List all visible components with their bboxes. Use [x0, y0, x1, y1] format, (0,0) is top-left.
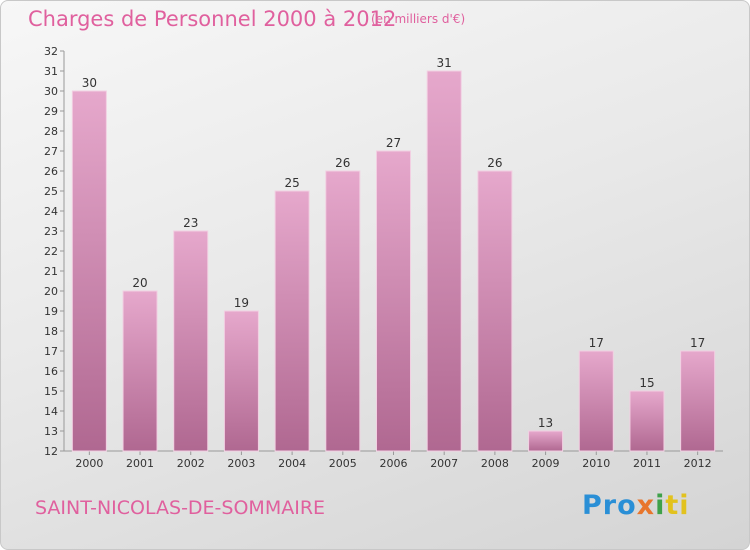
bar-2007 [426, 70, 462, 452]
bar-layer [71, 70, 716, 452]
x-tick-label-2003: 2003 [227, 457, 255, 470]
logo-part-2: x [636, 490, 656, 521]
commune-name: SAINT-NICOLAS-DE-SOMMAIRE [35, 497, 326, 519]
y-tick-label: 28 [44, 125, 58, 138]
x-tick-label-2012: 2012 [684, 457, 712, 470]
x-tick-label-2008: 2008 [481, 457, 509, 470]
logo-part-1: Pro [582, 490, 637, 521]
y-tick-label: 25 [44, 185, 58, 198]
y-tick-label: 23 [44, 225, 58, 238]
bar-2012 [680, 350, 716, 452]
value-label-2000: 30 [82, 76, 97, 90]
value-label-2010: 17 [589, 336, 604, 350]
y-tick-label: 19 [44, 305, 58, 318]
label-layer: 30 2000 20 2001 23 2002 19 2003 25 2004 26 2005 27 20… [75, 56, 711, 470]
y-tick-label: 21 [44, 265, 58, 278]
logo-part-3: i [655, 490, 666, 521]
value-label-2004: 25 [284, 176, 299, 190]
bar-2009 [528, 430, 564, 452]
x-tick-label-2011: 2011 [633, 457, 661, 470]
x-tick-label-2002: 2002 [177, 457, 205, 470]
y-tick-label: 13 [44, 425, 58, 438]
value-label-2005: 26 [335, 156, 350, 170]
x-tick-label-2001: 2001 [126, 457, 154, 470]
logo-part-4: ti [665, 490, 690, 521]
value-label-2012: 17 [690, 336, 705, 350]
bar-2003 [223, 310, 259, 452]
y-tick-label: 17 [44, 345, 58, 358]
bar-2001 [122, 290, 158, 452]
x-tick-label-2005: 2005 [329, 457, 357, 470]
y-tick-label: 31 [44, 65, 58, 78]
value-label-2006: 27 [386, 136, 401, 150]
bar-2006 [376, 150, 411, 452]
y-tick-label: 30 [44, 85, 58, 98]
y-tick-label: 24 [44, 205, 58, 218]
x-tick-label-2006: 2006 [380, 457, 408, 470]
bar-2011 [629, 390, 665, 452]
y-tick-label: 29 [44, 105, 58, 118]
bar-2010 [578, 350, 614, 452]
y-tick-label: 16 [44, 365, 58, 378]
x-tick-label-2000: 2000 [75, 457, 103, 470]
x-tick-label-2010: 2010 [582, 457, 610, 470]
bar-2005 [325, 170, 361, 452]
value-label-2009: 13 [538, 416, 553, 430]
chart-subtitle: (en milliers d'€) [371, 12, 466, 26]
bar-2004 [274, 190, 310, 452]
x-tick-label-2004: 2004 [278, 457, 306, 470]
y-tick-label: 15 [44, 385, 58, 398]
value-label-2003: 19 [234, 296, 249, 310]
x-tick-label-2007: 2007 [430, 457, 458, 470]
y-tick-label: 22 [44, 245, 58, 258]
value-label-2011: 15 [639, 376, 654, 390]
bar-2002 [173, 230, 209, 452]
value-label-2007: 31 [437, 56, 452, 70]
value-label-2008: 26 [487, 156, 502, 170]
value-label-2002: 23 [183, 216, 198, 230]
y-tick-label: 12 [44, 445, 58, 458]
bar-2008 [477, 170, 513, 452]
value-label-2001: 20 [132, 276, 147, 290]
bar-2000 [71, 90, 107, 452]
y-tick-label: 26 [44, 165, 58, 178]
x-tick-label-2009: 2009 [532, 457, 560, 470]
y-tick-label: 18 [44, 325, 58, 338]
proxiti-logo[interactable]: Proxiti [582, 490, 690, 521]
y-tick-label: 20 [44, 285, 58, 298]
y-tick-label: 14 [44, 405, 58, 418]
axis-layer: 12 13 14 15 16 17 18 19 20 21 22 23 24 25 26 27 28 29 30 31… [44, 45, 723, 458]
y-tick-label: 32 [44, 45, 58, 58]
chart-title: Charges de Personnel 2000 à 2012 [28, 7, 397, 31]
y-tick-label: 27 [44, 145, 58, 158]
